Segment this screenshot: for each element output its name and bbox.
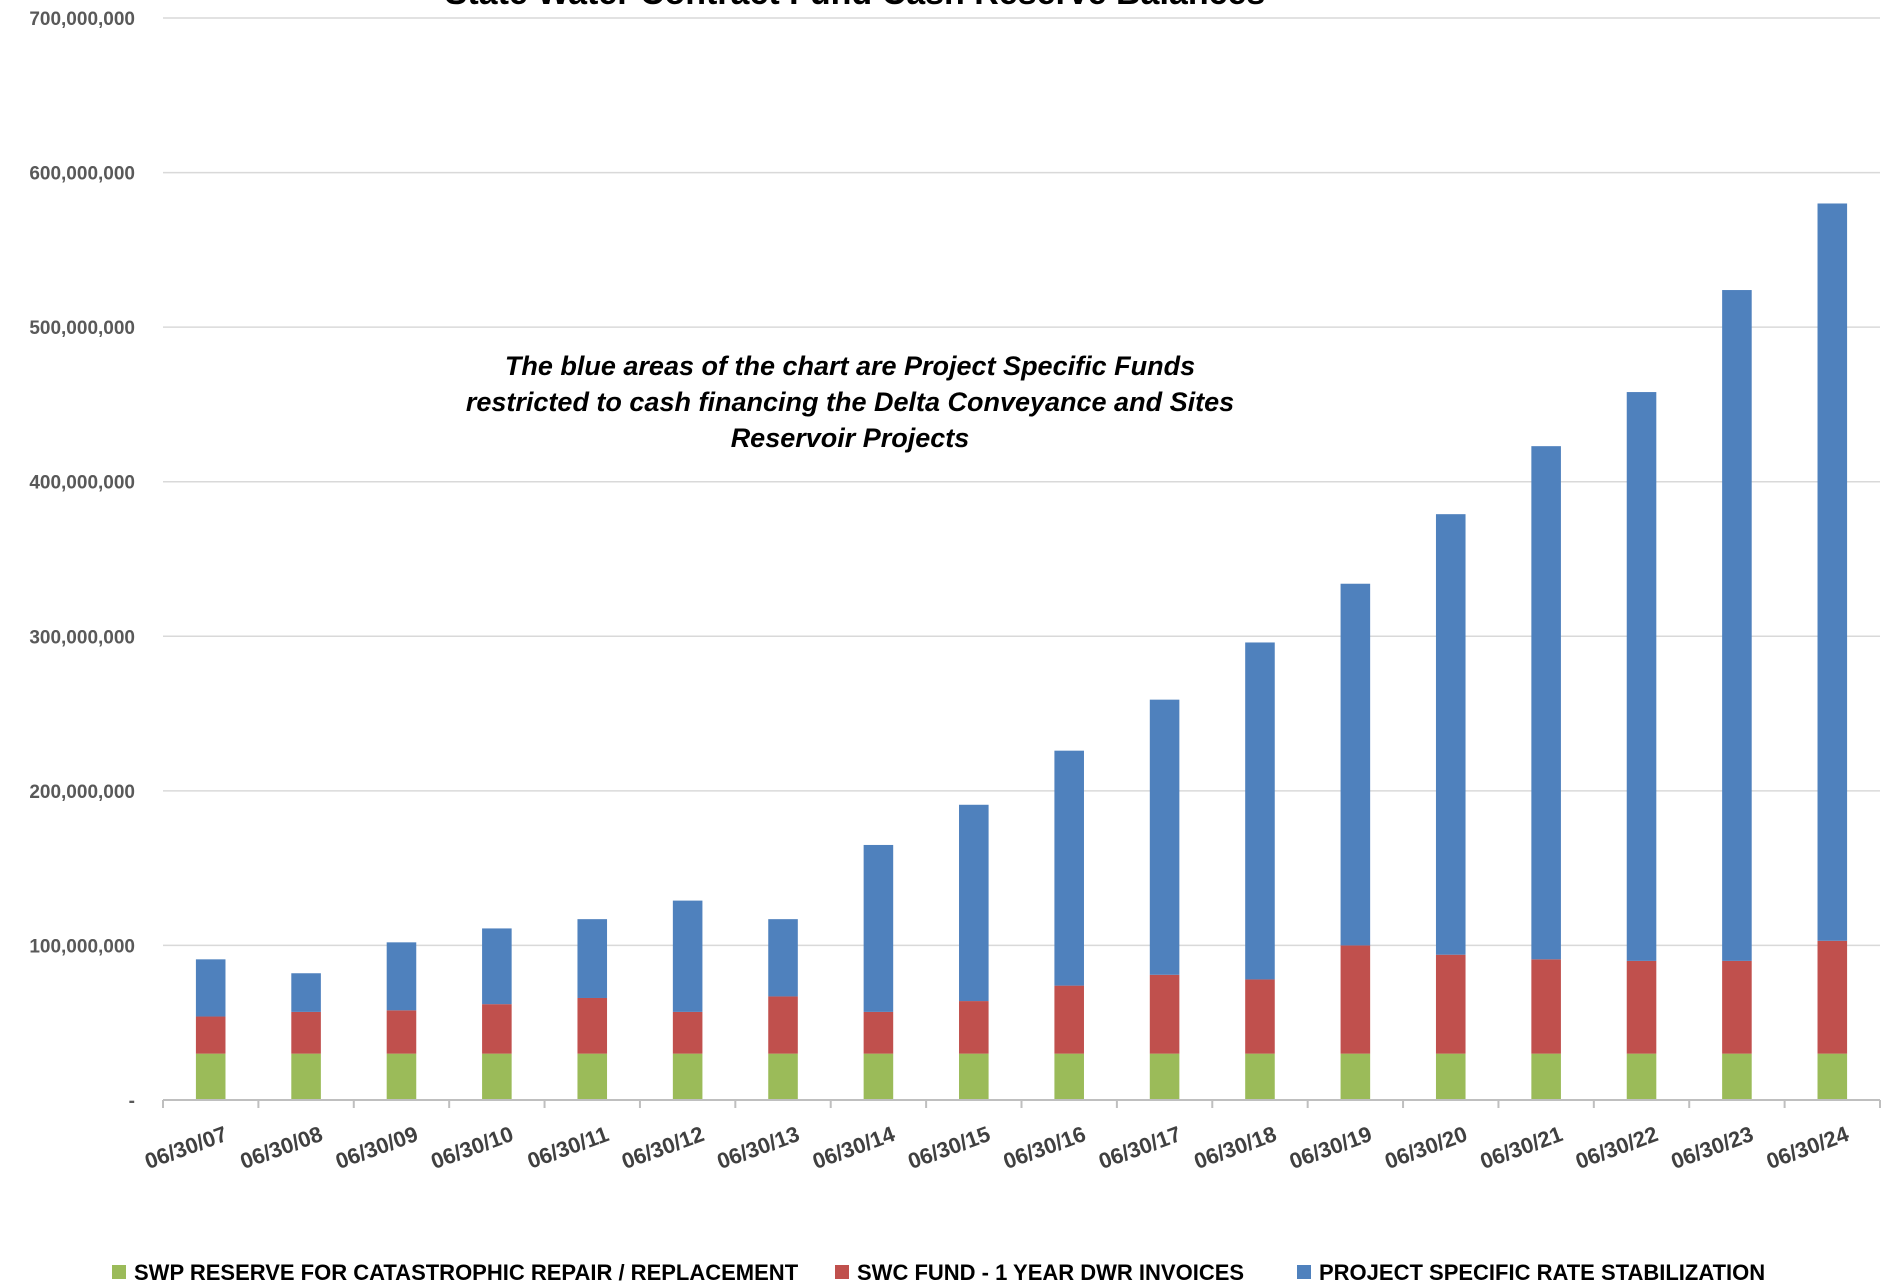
- bar-segment: [1817, 940, 1848, 1054]
- bar-segment: [195, 959, 226, 1017]
- legend: SWP RESERVE FOR CATASTROPHIC REPAIR / RE…: [112, 1260, 1765, 1285]
- bars: [195, 203, 1848, 1100]
- bar-segment: [195, 1016, 226, 1054]
- legend-swatch: [1297, 1265, 1311, 1279]
- y-tick-label: 700,000,000: [29, 9, 135, 30]
- bar-segment: [959, 1053, 989, 1100]
- bar-segment: [672, 1011, 703, 1054]
- x-tick-label: 06/30/24: [1763, 1121, 1853, 1174]
- bar-segment: [1340, 945, 1371, 1054]
- bar-segment: [291, 973, 321, 1012]
- bar-segment: [291, 1053, 321, 1100]
- bar-segment: [386, 942, 417, 1011]
- bar-segment: [672, 900, 703, 1012]
- x-tick-label: 06/30/07: [141, 1121, 230, 1174]
- bar-segment: [1340, 1053, 1371, 1100]
- bar-segment: [1435, 514, 1466, 955]
- x-tick-label: 06/30/18: [1191, 1121, 1280, 1174]
- bar-segment: [1054, 985, 1084, 1054]
- x-tick-label: 06/30/19: [1286, 1121, 1375, 1174]
- x-tick-label: 06/30/23: [1668, 1121, 1757, 1174]
- bar-segment: [1054, 750, 1084, 986]
- legend-swatch: [835, 1265, 849, 1279]
- y-tick-label: -: [129, 1091, 135, 1112]
- legend-swatch: [112, 1265, 126, 1279]
- bar-segment: [1626, 1053, 1657, 1100]
- x-tick-label: 06/30/21: [1477, 1121, 1566, 1174]
- bar-segment: [1531, 959, 1561, 1054]
- bar-segment: [1149, 699, 1180, 975]
- bar-segment: [1722, 960, 1752, 1054]
- x-tick-label: 06/30/13: [714, 1121, 803, 1174]
- x-tick-label: 06/30/12: [618, 1121, 707, 1174]
- bar-segment: [1817, 203, 1848, 941]
- chart-annotation: The blue areas of the chart are Project …: [466, 351, 1234, 453]
- x-tick-label: 06/30/17: [1095, 1121, 1184, 1174]
- x-tick-label: 06/30/22: [1572, 1121, 1661, 1174]
- chart-title: State Water Contract Fund Cash Reserve B…: [445, 0, 1266, 12]
- legend-label: SWP RESERVE FOR CATASTROPHIC REPAIR / RE…: [134, 1260, 799, 1285]
- bar-segment: [768, 1053, 798, 1100]
- x-axis: 06/30/07 06/30/08 06/30/09 06/30/10 06/30/11…: [141, 1099, 1881, 1174]
- x-tick-label: 06/30/14: [809, 1121, 899, 1174]
- bar-segment: [1245, 642, 1275, 980]
- y-tick-label: 500,000,000: [29, 318, 135, 339]
- bar-segment: [291, 1011, 321, 1054]
- bar-segment: [577, 919, 608, 998]
- bar-segment: [959, 1001, 989, 1054]
- bar-segment: [1626, 960, 1657, 1054]
- bar-segment: [386, 1010, 417, 1054]
- y-tick-label: 100,000,000: [29, 936, 135, 957]
- bar-segment: [768, 919, 798, 997]
- bar-segment: [863, 1053, 894, 1100]
- x-tick-label: 06/30/09: [332, 1121, 421, 1174]
- bar-segment: [768, 996, 798, 1054]
- x-tick-label: 06/30/16: [1000, 1121, 1089, 1174]
- annotation-line: Reservoir Projects: [731, 423, 970, 453]
- bar-segment: [1817, 1053, 1848, 1100]
- legend-label: SWC FUND - 1 YEAR DWR INVOICES: [857, 1260, 1244, 1285]
- y-tick-label: 200,000,000: [29, 782, 135, 803]
- legend-label: PROJECT SPECIFIC RATE STABILIZATION: [1319, 1260, 1765, 1285]
- annotation-line: The blue areas of the chart are Project …: [505, 351, 1195, 381]
- y-tick-label: 400,000,000: [29, 473, 135, 494]
- y-tick-label: 600,000,000: [29, 164, 135, 185]
- bar-segment: [577, 997, 608, 1054]
- bar-segment: [863, 1011, 894, 1054]
- bar-segment: [1722, 1053, 1752, 1100]
- gridlines: [163, 17, 1880, 947]
- bar-segment: [1531, 446, 1561, 960]
- x-tick-label: 06/30/10: [428, 1121, 517, 1174]
- y-axis: - 100,000,000 200,000,000 300,000,000 400,00…: [29, 9, 135, 1112]
- bar-segment: [1054, 1053, 1084, 1100]
- bar-segment: [1435, 954, 1466, 1054]
- bar-segment: [959, 804, 989, 1002]
- bar-segment: [1245, 1053, 1275, 1100]
- x-tick-label: 06/30/20: [1381, 1121, 1470, 1174]
- bar-segment: [1149, 1053, 1180, 1100]
- x-tick-label: 06/30/08: [237, 1121, 326, 1174]
- x-tick-label: 06/30/11: [524, 1121, 612, 1173]
- bar-segment: [1722, 290, 1752, 961]
- bar-segment: [1626, 392, 1657, 961]
- bar-segment: [1531, 1053, 1561, 1100]
- bar-segment: [482, 928, 512, 1005]
- bar-segment: [1435, 1053, 1466, 1100]
- y-tick-label: 300,000,000: [29, 627, 135, 648]
- annotation-line: restricted to cash financing the Delta C…: [466, 387, 1234, 417]
- bar-segment: [482, 1004, 512, 1054]
- bar-segment: [195, 1053, 226, 1100]
- bar-segment: [672, 1053, 703, 1100]
- x-tick-label: 06/30/15: [904, 1121, 993, 1174]
- bar-segment: [863, 844, 894, 1012]
- bar-segment: [577, 1053, 608, 1100]
- bar-segment: [386, 1053, 417, 1100]
- bar-segment: [482, 1053, 512, 1100]
- bar-segment: [1340, 583, 1371, 946]
- bar-segment: [1149, 974, 1180, 1054]
- bar-segment: [1245, 979, 1275, 1054]
